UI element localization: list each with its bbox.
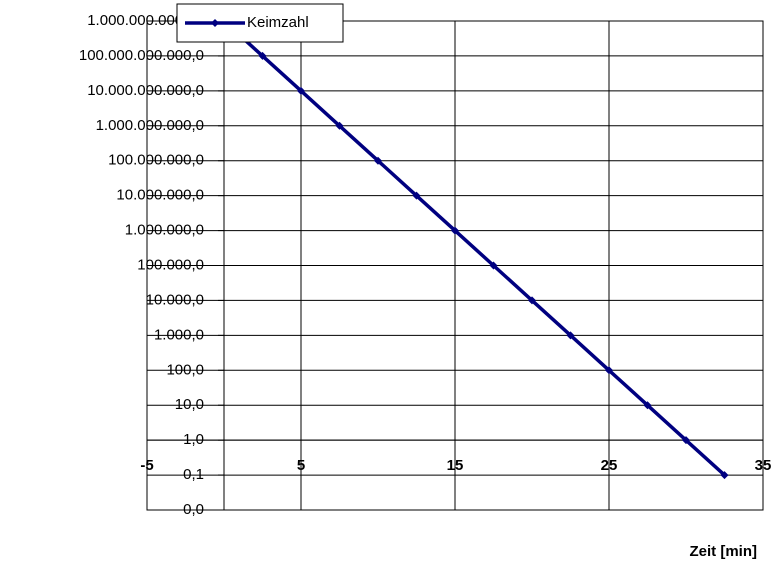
x-tick-label: 5 — [297, 457, 305, 474]
y-tick-label: 10.000.000.000,0 — [87, 82, 204, 99]
data-point — [528, 296, 536, 305]
data-point — [335, 121, 344, 130]
data-point — [720, 471, 729, 480]
y-tick-label: 1.000.000,0 — [125, 222, 204, 239]
y-tick-label: 1.000.000.000,0 — [96, 117, 204, 134]
x-tick-label: 35 — [755, 457, 772, 474]
x-axis-title: Zeit [min] — [690, 543, 758, 560]
data-point — [258, 51, 267, 60]
y-tick-label: 10.000.000,0 — [116, 187, 204, 204]
legend-label: Keimzahl — [247, 14, 309, 31]
data-point — [566, 331, 575, 340]
y-tick-label: 0,1 — [183, 466, 204, 483]
y-tick-label: 100.000.000.000,0 — [79, 47, 204, 64]
y-tick-label: 1,0 — [183, 431, 204, 448]
y-tick-label: 100.000,0 — [137, 256, 204, 273]
legend-marker — [211, 19, 219, 27]
y-tick-label: 1.000.000.000.00 — [87, 12, 204, 29]
y-tick-label: 10,0 — [175, 396, 204, 413]
data-point — [605, 366, 613, 375]
x-tick-label: 25 — [601, 457, 618, 474]
y-tick-label: 1.000,0 — [154, 326, 204, 343]
y-tick-label: 10.000,0 — [146, 291, 204, 308]
series-line — [222, 21, 726, 477]
x-tick-label: -5 — [140, 457, 153, 474]
data-point — [412, 191, 421, 200]
data-point — [489, 261, 498, 270]
data-point — [374, 156, 382, 165]
y-tick-label: 100,0 — [166, 361, 204, 378]
data-point — [682, 436, 690, 445]
y-tick-label: 0,0 — [183, 501, 204, 518]
data-point — [451, 226, 459, 235]
y-tick-label: 100.000.000,0 — [108, 152, 204, 169]
data-point — [297, 86, 305, 95]
data-point — [643, 401, 652, 410]
x-tick-label: 15 — [447, 457, 464, 474]
